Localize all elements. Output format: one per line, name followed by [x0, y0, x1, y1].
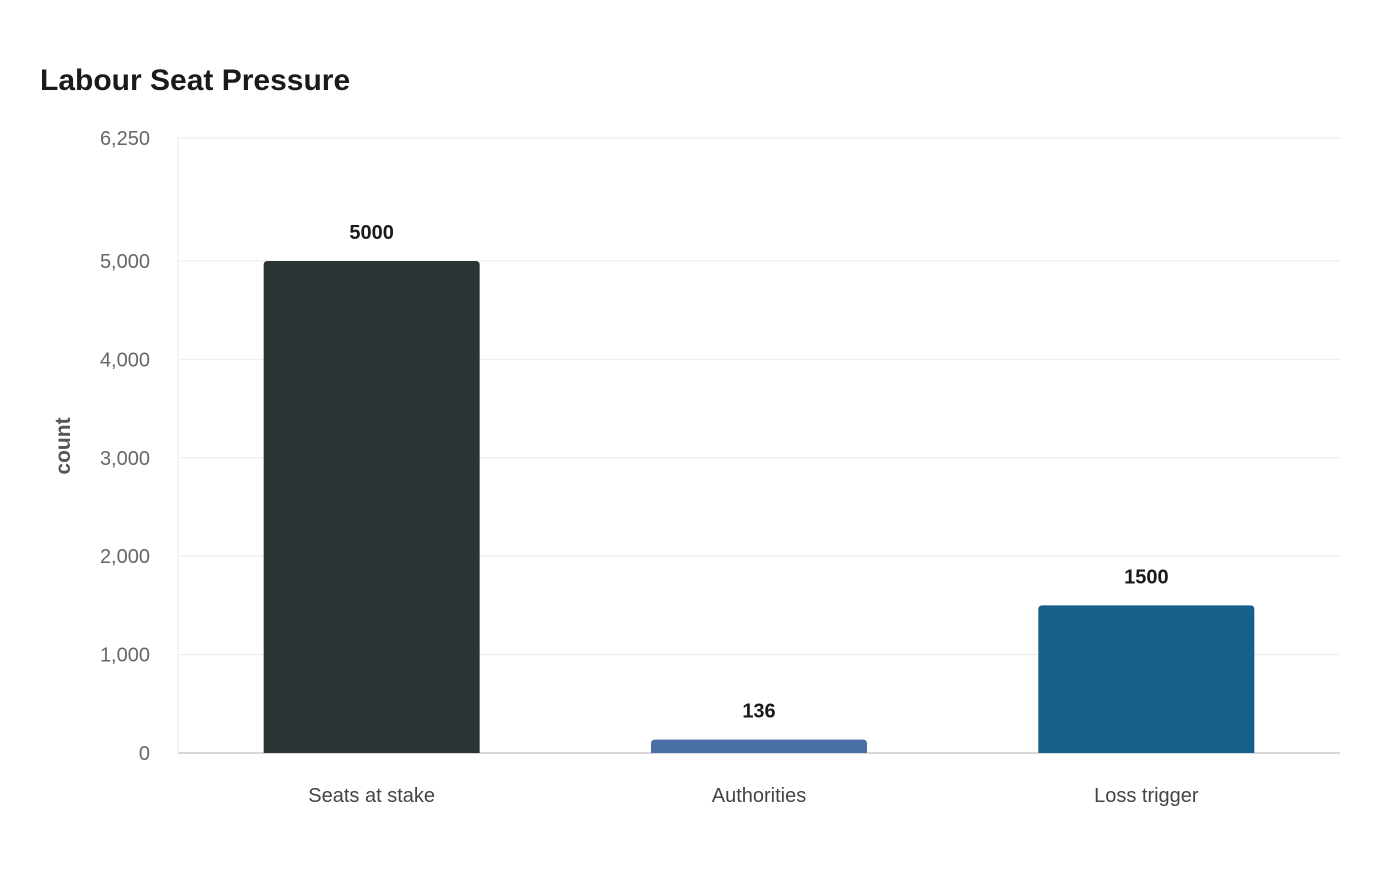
- data-label: 1500: [1124, 566, 1169, 588]
- x-tick-label: Seats at stake: [308, 785, 435, 807]
- chart-title: Labour Seat Pressure: [40, 64, 350, 97]
- x-tick-label: Authorities: [712, 785, 807, 807]
- bar: [263, 261, 480, 753]
- bar: [651, 739, 867, 753]
- y-tick-label: 0: [139, 743, 150, 765]
- x-tick-label: Loss trigger: [1094, 785, 1199, 807]
- y-tick-label: 2,000: [100, 546, 150, 568]
- y-tick-label: 1,000: [100, 645, 150, 667]
- bar: [1038, 605, 1255, 753]
- data-label: 5000: [349, 222, 394, 244]
- y-tick-label: 6,250: [100, 128, 150, 150]
- y-tick-label: 5,000: [100, 251, 150, 273]
- y-tick-label: 4,000: [100, 349, 150, 371]
- y-axis-label: count: [52, 417, 75, 474]
- y-tick-label: 3,000: [100, 448, 150, 470]
- data-label: 136: [742, 701, 775, 723]
